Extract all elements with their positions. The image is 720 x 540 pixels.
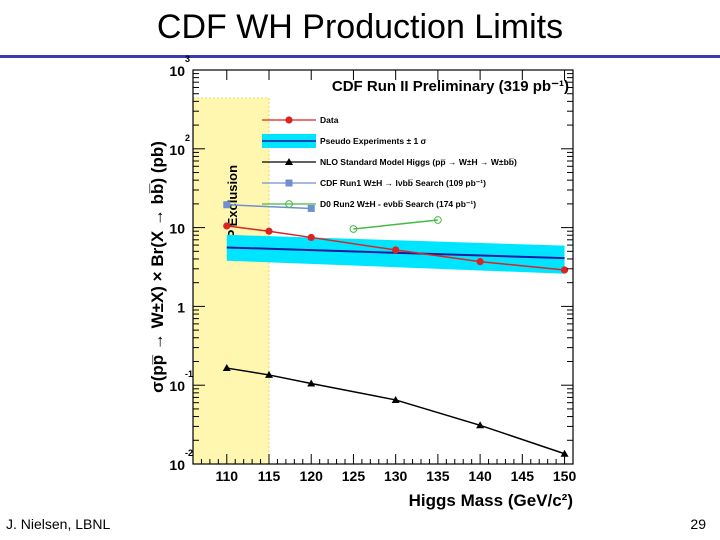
- legend-marker: [285, 200, 293, 208]
- lep-exclusion-label: LEP Exclusion: [225, 165, 240, 255]
- footer-author: J. Nielsen, LBNL: [6, 516, 111, 532]
- legend-entry: Data: [320, 115, 339, 125]
- x-tick-label: 115: [258, 468, 281, 484]
- data-point: [560, 266, 569, 274]
- x-tick-label: 145: [511, 468, 535, 484]
- data-point: [392, 246, 400, 254]
- cdf-run1-line: [226, 203, 312, 210]
- x-tick-label: 150: [553, 468, 577, 484]
- data-point: [265, 227, 273, 235]
- x-tick-label: 125: [342, 468, 366, 484]
- plot-frame: [192, 69, 574, 465]
- x-tick-label: 135: [426, 468, 450, 484]
- cdf-run1-point: [307, 204, 315, 212]
- data-point: [307, 233, 315, 242]
- legend-entry: D0 Run2 W±H - eνbb̅ Search (174 pb⁻¹): [320, 199, 476, 209]
- y-tick-exponent: 2: [185, 133, 190, 143]
- x-tick-label: 110: [215, 468, 238, 484]
- d0-run2-point: [349, 225, 358, 233]
- d0-run2-point: [433, 216, 442, 224]
- d0-run2-line: [353, 219, 438, 230]
- chart-title: CDF Run II Preliminary (319 pb⁻¹): [332, 78, 569, 95]
- y-tick-exponent: -2: [185, 448, 193, 458]
- y-tick-exponent: -1: [185, 369, 193, 379]
- sm-higgs-line: [226, 367, 565, 455]
- y-tick-label: 10: [169, 63, 185, 79]
- y-tick-label: 10: [169, 221, 185, 237]
- y-tick-label: 10: [169, 142, 185, 158]
- legend-marker: [285, 179, 293, 187]
- x-tick-label: 130: [384, 468, 408, 484]
- legend-entry: Pseudo Experiments ± 1 σ: [320, 136, 427, 146]
- legend-marker: [285, 116, 293, 124]
- x-tick-label: 140: [468, 468, 492, 484]
- slide-title: CDF WH Production Limits: [156, 8, 564, 46]
- cdf-run1-point: [223, 201, 231, 209]
- legend-marker: [285, 158, 293, 165]
- legend-entry: CDF Run1 W±H → lνbb̅ Search (109 pb⁻¹): [320, 178, 486, 188]
- sm-higgs-point: [222, 364, 231, 372]
- sm-higgs-point: [265, 370, 273, 378]
- sm-higgs-point: [307, 379, 316, 387]
- legend-entry: NLO Standard Model Higgs (pp̅ → W±H → W±…: [320, 157, 517, 167]
- x-tick-label: 120: [300, 468, 324, 484]
- title-divider: [0, 55, 720, 58]
- data-point: [476, 258, 484, 266]
- y-tick-exponent: 3: [185, 54, 190, 64]
- data-line: [226, 225, 565, 271]
- lep-exclusion-band: [192, 97, 270, 465]
- y-axis-title: σ(pp̅ → W±X) × Br(X → bb̅) (pb): [148, 141, 167, 393]
- y-tick-label: 10: [169, 457, 185, 473]
- data-point: [223, 222, 231, 230]
- y-tick-label: 1: [177, 299, 185, 315]
- sm-higgs-point: [391, 395, 400, 403]
- page-number: 29: [690, 516, 706, 532]
- y-tick-label: 10: [169, 378, 185, 394]
- sm-higgs-point: [560, 449, 569, 457]
- x-axis-title: Higgs Mass (GeV/c²): [409, 491, 573, 510]
- sm-higgs-point: [476, 421, 485, 429]
